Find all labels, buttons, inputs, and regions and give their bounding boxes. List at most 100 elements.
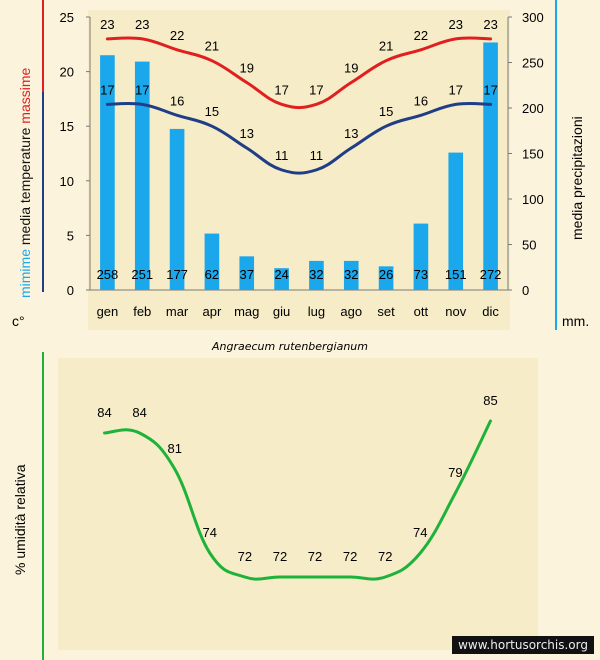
precip-bar [274,268,289,290]
humidity-label: 72 [343,549,357,564]
left-axis-label-word: media [17,207,33,249]
humidity-label: 72 [378,549,392,564]
max-temp-label: 22 [170,28,184,43]
precip-bar [169,128,185,290]
right-tick-label: 150 [522,147,544,162]
month-label: mag [234,304,259,319]
right-tick-label: 100 [522,192,544,207]
max-temp-label: 19 [240,61,254,76]
left-tick-label: 25 [60,10,74,25]
month-label: ago [340,304,362,319]
min-temp-label: 17 [449,82,463,97]
humidity-label: 84 [132,405,146,420]
precip-bar [483,42,498,291]
right-tick-label: 200 [522,101,544,116]
month-label: lug [308,304,325,319]
month-label: apr [203,304,222,319]
max-temp-label: 23 [449,17,463,32]
humidity-label: 79 [448,465,462,480]
humidity-label: 74 [203,525,217,540]
left-axis-label-word: mimime [17,249,33,298]
precip-label: 32 [309,267,323,282]
precip-label: 258 [97,267,119,282]
humidity-label: 84 [97,405,111,420]
month-label: dic [482,304,499,319]
month-label: nov [445,304,466,319]
right-tick-label: 0 [522,283,529,298]
left-tick-label: 10 [60,174,74,189]
min-temp-label: 11 [310,148,324,163]
plot-area [88,10,510,330]
humidity-chart: % umidità relativa 84 84 81 74 72 72 72 72 72 74 79… [12,352,538,660]
precip-label: 73 [414,267,428,282]
humidity-axis-label: % umidità relativa [12,464,28,575]
precip-bar [378,266,394,290]
humidity-label: 85 [483,393,497,408]
precip-label: 151 [445,267,467,282]
right-axis-unit: mm. [562,313,589,329]
right-axis-label: media precipitazioni [569,116,585,240]
min-temp-line [105,101,493,175]
precip-label: 272 [480,267,502,282]
min-temp-label: 17 [135,82,149,97]
max-temp-label: 21 [205,39,219,54]
min-temp-label: 13 [344,126,358,141]
min-temp-label: 16 [170,93,184,108]
humidity-label: 74 [413,525,427,540]
month-label: set [377,304,395,319]
humidity-plot-area [58,358,538,650]
month-label: gen [97,304,119,319]
site-watermark: www.hortusorchis.org [452,636,594,654]
max-temp-label: 17 [274,82,288,97]
precip-bar [343,260,359,290]
min-temp-label: 16 [414,93,428,108]
month-label: feb [133,304,151,319]
max-temp-line [105,36,493,110]
max-temp-label: 23 [100,17,114,32]
precip-bar [239,256,255,290]
precip-label: 26 [379,267,393,282]
species-caption: Angraecum rutenbergianum [211,340,368,353]
right-tick-label: 250 [522,56,544,71]
humidity-label: 72 [238,549,252,564]
left-axis-label: mimime media temperature massime [17,67,33,298]
min-temp-label: 11 [275,148,289,163]
max-temp-label: 23 [135,17,149,32]
month-label: mar [166,304,189,319]
right-tick-label: 300 [522,10,544,25]
min-temp-label: 17 [100,82,114,97]
precip-bar [204,233,220,290]
precip-label: 24 [274,267,288,282]
humidity-label: 72 [308,549,322,564]
min-temp-label: 15 [379,104,393,119]
precip-label: 251 [131,267,153,282]
month-label: giu [273,304,290,319]
humidity-line [103,419,492,581]
max-temp-label: 19 [344,61,358,76]
left-tick-label: 0 [67,283,74,298]
precip-label: 62 [205,267,219,282]
left-tick-label: 5 [67,228,74,243]
left-axis-unit: c° [12,313,25,329]
min-temp-label: 15 [205,104,219,119]
precip-bar [413,223,429,290]
max-temp-label: 21 [379,39,393,54]
left-axis-label-word: temperature [17,127,33,207]
precip-label: 37 [240,267,254,282]
left-tick-label: 15 [60,119,74,134]
left-axis-label-word: massime [17,67,33,127]
max-temp-label: 17 [309,82,323,97]
humidity-label: 81 [167,441,181,456]
precip-bar [100,55,115,290]
precip-bar [134,61,150,291]
precip-bar [309,260,324,290]
humidity-label: 72 [273,549,287,564]
precip-bar [448,152,464,290]
left-tick-label: 20 [60,65,74,80]
precip-label: 177 [166,267,188,282]
max-temp-label: 22 [414,28,428,43]
month-label: ott [414,304,429,319]
right-tick-label: 50 [522,238,536,253]
